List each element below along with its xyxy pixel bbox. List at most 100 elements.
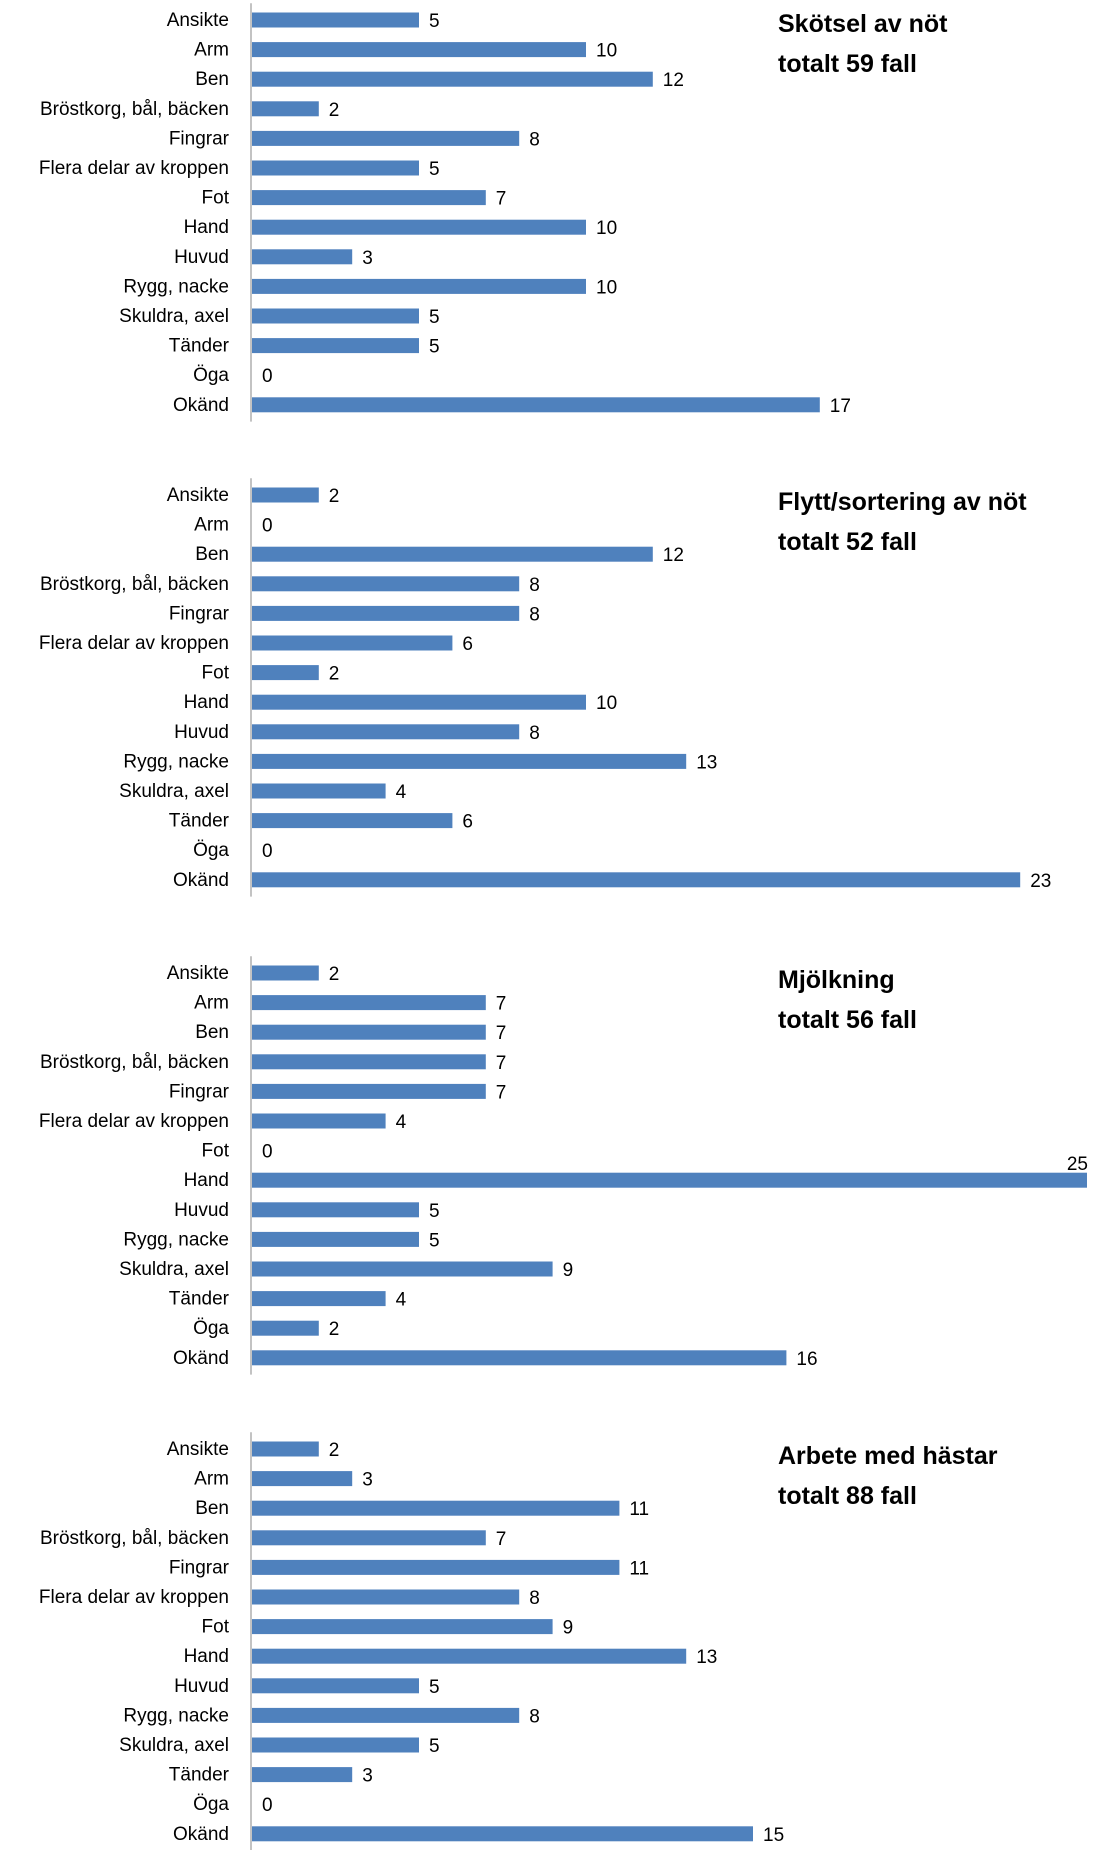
chart-panel-skotsel: Skötsel av nöt totalt 59 fall Ansikte 5 Ar… <box>0 0 1093 470</box>
category-label: Öga <box>193 365 229 386</box>
bar <box>252 1707 520 1723</box>
category-label: Flera delar av kroppen <box>39 1111 229 1132</box>
category-label: Skuldra, axel <box>119 1735 229 1756</box>
bar <box>252 665 319 681</box>
value-label: 12 <box>663 70 684 91</box>
value-label: 7 <box>496 189 507 210</box>
bar <box>252 635 453 651</box>
value-label: 5 <box>429 307 440 328</box>
value-label: 16 <box>796 1349 817 1370</box>
bar <box>252 397 820 413</box>
category-label: Fingrar <box>169 603 230 624</box>
bar-chart-svg: Ansikte 2 Arm 3 Ben 11 Bröstkorg, bål, bäcken 7… <box>39 1432 784 1850</box>
bar <box>252 1559 620 1575</box>
bar <box>252 160 419 176</box>
value-label: 0 <box>262 841 273 862</box>
bar-chart-svg: Ansikte 2 Arm 7 Ben 7 Bröstkorg, bål, bäcken 7 F… <box>39 956 1088 1375</box>
chart-title: Skötsel av nöt totalt 59 fall <box>778 4 948 84</box>
value-label: 23 <box>1030 871 1051 892</box>
category-label: Tänder <box>169 1765 230 1786</box>
value-label: 9 <box>563 1618 574 1639</box>
category-label: Okänd <box>173 1824 229 1845</box>
bar <box>252 694 586 710</box>
bar <box>252 190 486 206</box>
value-label: 11 <box>629 1558 649 1579</box>
value-label: 5 <box>429 337 440 358</box>
category-label: Ben <box>195 1498 229 1519</box>
value-label: 4 <box>396 782 407 803</box>
value-label: 25 <box>1067 1154 1088 1175</box>
value-label: 7 <box>496 1082 507 1103</box>
value-label: 2 <box>329 100 340 121</box>
category-label: Ansikte <box>167 1439 229 1460</box>
category-label: Rygg, nacke <box>123 1229 229 1250</box>
bar <box>252 1350 787 1366</box>
bar <box>252 338 419 354</box>
value-label: 2 <box>329 1319 340 1340</box>
chart-title-line: Flytt/sortering av nöt <box>778 488 1027 516</box>
value-label: 4 <box>396 1290 407 1311</box>
bar <box>252 1113 386 1129</box>
bar-chart-svg: Ansikte 2 Arm 0 Ben 12 Bröstkorg, bål, bäcken 8… <box>39 478 1051 897</box>
bar <box>252 219 586 235</box>
category-label: Fingrar <box>169 128 230 149</box>
category-label: Tänder <box>169 1289 230 1310</box>
value-label: 10 <box>596 218 617 239</box>
category-label: Ben <box>195 1022 229 1043</box>
value-label: 5 <box>429 159 440 180</box>
bar <box>252 1054 486 1070</box>
bar <box>252 308 419 324</box>
category-label: Flera delar av kroppen <box>39 1587 229 1608</box>
category-label: Huvud <box>174 1676 229 1697</box>
chart-title-line: Skötsel av nöt <box>778 10 948 38</box>
category-label: Bröstkorg, bål, bäcken <box>40 99 229 120</box>
bar <box>252 1619 553 1635</box>
category-label: Hand <box>184 1170 229 1191</box>
value-label: 7 <box>496 994 507 1015</box>
chart-title: Mjölkning totalt 56 fall <box>778 960 917 1040</box>
bar <box>252 249 353 265</box>
category-label: Okänd <box>173 870 229 891</box>
category-label: Fingrar <box>169 1081 230 1102</box>
category-label: Tänder <box>169 336 230 357</box>
chart-title: Flytt/sortering av nöt totalt 52 fall <box>778 482 1027 562</box>
value-label: 4 <box>396 1112 407 1133</box>
category-label: Hand <box>184 1646 229 1667</box>
bar <box>252 576 520 592</box>
bar <box>252 965 319 981</box>
bar <box>252 1589 520 1605</box>
category-label: Ansikte <box>167 10 229 31</box>
value-label: 7 <box>496 1529 507 1550</box>
category-label: Okänd <box>173 1348 229 1369</box>
value-label: 8 <box>529 575 540 596</box>
value-label: 5 <box>429 1736 440 1757</box>
bar <box>252 1172 1087 1188</box>
bar <box>252 1024 486 1040</box>
chart-subtitle-line: totalt 56 fall <box>778 1006 917 1034</box>
category-label: Arm <box>194 515 229 536</box>
value-label: 15 <box>763 1825 784 1846</box>
chart-subtitle-line: totalt 52 fall <box>778 528 917 556</box>
value-label: 10 <box>596 277 617 298</box>
category-label: Ansikte <box>167 963 229 984</box>
value-label: 17 <box>830 396 851 417</box>
bar <box>252 1530 486 1546</box>
value-label: 7 <box>496 1023 507 1044</box>
value-label: 11 <box>629 1499 649 1520</box>
bar <box>252 1826 753 1842</box>
category-label: Huvud <box>174 247 229 268</box>
value-label: 2 <box>329 486 340 507</box>
bar <box>252 1291 386 1307</box>
category-label: Fot <box>202 1617 230 1638</box>
bar <box>252 724 520 740</box>
value-label: 5 <box>429 1201 440 1222</box>
value-label: 8 <box>529 1588 540 1609</box>
category-label: Okänd <box>173 395 229 416</box>
bar <box>252 1083 486 1099</box>
bar <box>252 1767 353 1783</box>
bar <box>252 1471 353 1487</box>
category-label: Bröstkorg, bål, bäcken <box>40 574 229 595</box>
chart-title-line: Arbete med hästar <box>778 1442 998 1470</box>
category-label: Rygg, nacke <box>123 751 229 772</box>
bar <box>252 1737 419 1753</box>
